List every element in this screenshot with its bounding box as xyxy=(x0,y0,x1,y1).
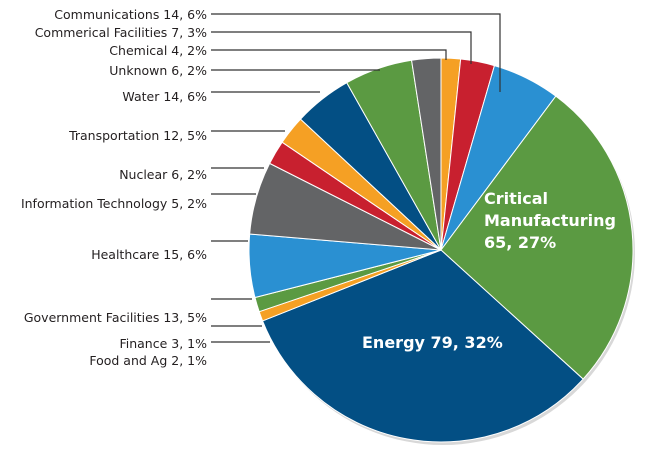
label-critical-manufacturing: Critical Manufacturing 65, 27% xyxy=(484,188,616,254)
label-critical-manufacturing-line1: Critical xyxy=(484,189,549,208)
label-food-and-ag: Food and Ag 2, 1% xyxy=(89,353,207,368)
label-critical-manufacturing-line2: Manufacturing xyxy=(484,211,616,230)
leader-line-chemical xyxy=(211,49,447,60)
label-finance: Finance 3, 1% xyxy=(119,336,207,351)
label-government-facilities: Government Facilities 13, 5% xyxy=(23,310,207,325)
slice-critical-manufacturing xyxy=(440,95,634,380)
label-nuclear: Nuclear 6, 2% xyxy=(119,167,207,182)
label-unknown: Unknown 6, 2% xyxy=(109,63,207,78)
leader-line-communications xyxy=(211,13,501,92)
label-communications: Communications 14, 6% xyxy=(54,7,207,22)
label-information-technology: Information Technology 5, 2% xyxy=(20,196,207,211)
label-transportation: Transportation 12, 5% xyxy=(69,128,207,143)
label-commercial-facilities: Commerical Facilities 7, 3% xyxy=(34,25,207,40)
label-chemical: Chemical 4, 2% xyxy=(109,43,207,58)
label-energy: Energy 79, 32% xyxy=(362,333,503,352)
slice-energy xyxy=(261,249,584,443)
label-healthcare: Healthcare 15, 6% xyxy=(91,247,207,262)
label-water: Water 14, 6% xyxy=(122,89,207,104)
label-critical-manufacturing-line3: 65, 27% xyxy=(484,233,557,252)
slice-unknown xyxy=(411,57,442,251)
leader-line-commercial-facilities xyxy=(211,31,472,64)
